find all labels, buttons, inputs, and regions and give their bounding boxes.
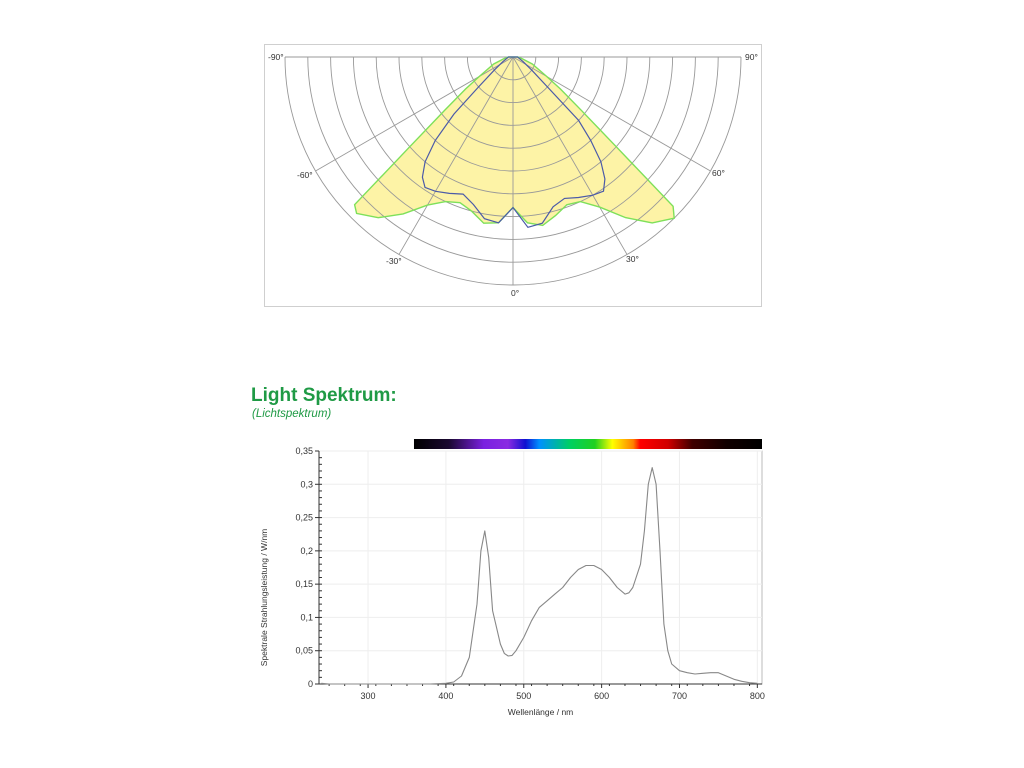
- spectrum-color-bar: [413, 439, 762, 449]
- polar-angle-label: 30°: [626, 254, 639, 264]
- x-tick-label: 700: [672, 691, 687, 701]
- polar-chart: -90° -60° -30° 0° 30° 60° 90°: [264, 44, 762, 307]
- polar-angle-label: 60°: [712, 168, 725, 178]
- y-tick-label: 0,1: [300, 612, 313, 622]
- x-tick-label: 600: [594, 691, 609, 701]
- y-tick-label: 0: [308, 679, 313, 689]
- y-tick-label: 0,05: [295, 646, 313, 656]
- x-tick-label: 500: [516, 691, 531, 701]
- polar-spoke: [512, 56, 628, 255]
- y-tick-label: 0,25: [295, 513, 313, 523]
- y-tick-label: 0,2: [300, 546, 313, 556]
- polar-fill: [354, 57, 675, 226]
- polar-curve-outer: [353, 56, 675, 227]
- y-tick-label: 0,35: [295, 446, 313, 456]
- plot-area: [318, 450, 763, 685]
- polar-spoke: [398, 56, 514, 255]
- polar-angle-label: 0°: [511, 288, 519, 298]
- spectrum-line: [321, 467, 758, 685]
- section-title: Light Spektrum:: [251, 385, 397, 406]
- y-axis-label: Spektrale Strahlungsleistung / W/nm: [259, 529, 269, 666]
- x-axis-label: Wellenlänge / nm: [508, 707, 574, 717]
- polar-curve-inner: [421, 56, 606, 228]
- polar-angle-label: -30°: [386, 256, 402, 266]
- x-tick-label: 400: [438, 691, 453, 701]
- spectrum-chart: 300 400 500 600 700 800 0 0,05 0,1 0,15 0,2 0,25 0,3…: [259, 439, 765, 717]
- polar-angle-label: -60°: [297, 170, 313, 180]
- y-tick-label: 0,15: [295, 579, 313, 589]
- section-subtitle: (Lichtspektrum): [252, 408, 332, 420]
- x-tick-label: 300: [361, 691, 376, 701]
- polar-angle-label: -90°: [268, 52, 284, 62]
- polar-angle-label: 90°: [745, 52, 758, 62]
- y-tick-label: 0,3: [300, 479, 313, 489]
- x-tick-label: 800: [750, 691, 765, 701]
